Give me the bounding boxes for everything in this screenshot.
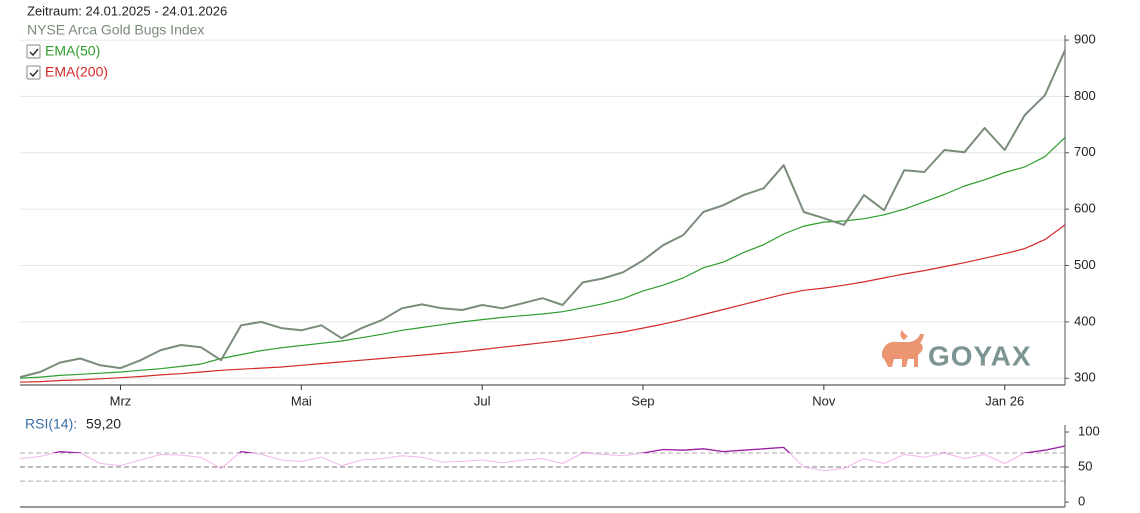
line-series <box>19 445 1066 472</box>
legend-label: EMA(200) <box>45 64 108 80</box>
legend-label: EMA(50) <box>45 43 100 59</box>
y-tick-label: 100 <box>1078 423 1100 438</box>
x-tick-label: Sep <box>631 393 654 408</box>
legend-checkbox[interactable] <box>26 44 41 59</box>
legend-checkbox[interactable] <box>26 65 41 80</box>
x-tick-label: Mrz <box>110 393 132 408</box>
y-tick-label: 600 <box>1074 201 1096 216</box>
y-tick-label: 700 <box>1074 144 1096 159</box>
x-tick-label: Mai <box>291 393 312 408</box>
line-series <box>19 137 1066 379</box>
checkbox-check <box>29 48 39 57</box>
watermark: GOYAX <box>928 340 1032 371</box>
x-tick-label: Jan 26 <box>985 393 1024 408</box>
y-tick-label: 900 <box>1074 32 1096 47</box>
y-tick-label: 500 <box>1074 257 1096 272</box>
y-tick-label: 0 <box>1078 494 1085 509</box>
y-tick-label: 800 <box>1074 88 1096 103</box>
checkbox-box <box>26 65 41 80</box>
watermark-logo <box>882 330 924 367</box>
x-tick-label: Nov <box>812 393 836 408</box>
line-series <box>19 49 1066 379</box>
x-tick-label: Jul <box>474 393 491 408</box>
legend-label: NYSE Arca Gold Bugs Index <box>27 22 204 38</box>
y-tick-label: 400 <box>1074 313 1096 328</box>
rsi-current: 59,20 <box>86 416 121 432</box>
y-tick-label: 300 <box>1074 370 1096 385</box>
line-series <box>19 224 1066 383</box>
checkbox-box <box>26 44 41 59</box>
chart-title: Zeitraum: 24.01.2025 - 24.01.2026 <box>27 3 227 18</box>
y-tick-label: 50 <box>1078 458 1092 473</box>
rsi-title: RSI(14): <box>25 416 77 432</box>
checkbox-check <box>29 69 39 78</box>
